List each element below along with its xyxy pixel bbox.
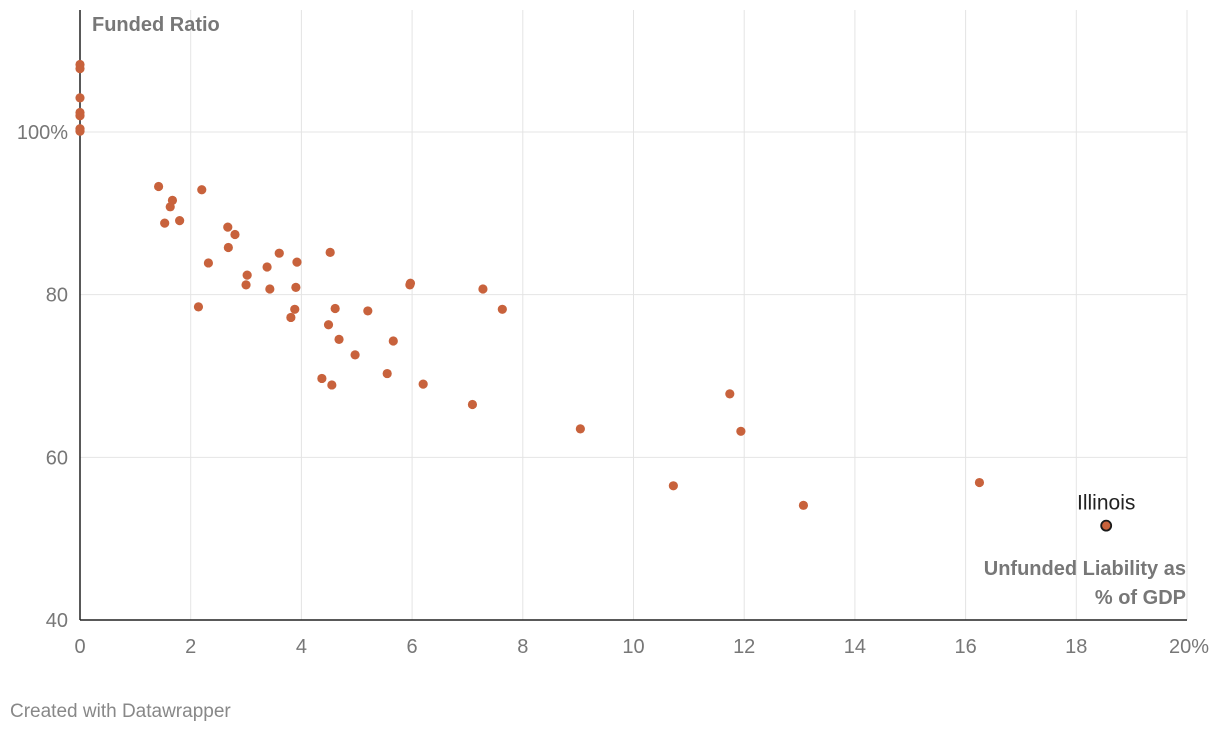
data-point [223,242,233,253]
annotations: Funded Ratio Unfunded Liability as % of GD… [92,14,1186,609]
x-tick-label: 14 [844,636,866,658]
data-point [478,284,488,294]
data-point [736,426,746,436]
x-tick-label: 2 [185,636,196,658]
data-point [165,202,175,212]
data-point [230,229,240,240]
data-points [75,59,1113,532]
x-tick-label: 12 [733,636,755,658]
data-point [317,373,327,384]
x-tick-label: 0 [74,636,85,658]
data-point [160,218,170,228]
data-point [497,304,507,314]
data-point-highlight [1100,519,1113,532]
data-point [467,399,478,410]
data-point [418,379,428,389]
y-tick-label: 60 [46,447,68,469]
x-tick-label: 18 [1065,636,1087,658]
grid [80,10,1188,620]
data-point [223,222,233,232]
data-point [325,247,335,257]
x-axis-title: % of GDP [1095,587,1186,609]
data-point [330,303,340,314]
data-point [265,284,275,294]
point-label: Illinois [1077,492,1135,515]
data-point [327,380,337,390]
x-tick-label: 8 [517,636,528,658]
y-tick-label: 80 [46,285,68,307]
data-point [363,306,373,316]
data-point [262,262,272,272]
y-tick-label: 40 [46,610,68,632]
x-tick-label: 20% [1169,636,1209,658]
data-point [725,389,735,399]
data-point [274,248,284,258]
data-point [75,63,85,74]
data-point [292,257,302,267]
data-point [974,477,985,488]
data-point [75,93,85,103]
data-point [290,304,300,314]
data-point [286,312,296,323]
data-point [323,320,334,330]
data-point [197,185,207,195]
y-axis-title: Funded Ratio [92,14,220,36]
data-point [291,282,301,292]
data-point [75,111,85,121]
data-point [382,368,392,379]
data-point [798,500,809,510]
data-point [334,334,344,344]
data-point [175,216,185,226]
x-tick-label: 10 [622,636,644,658]
y-tick-label: 100% [17,122,68,144]
x-tick-label: 6 [407,636,418,658]
data-point [75,126,85,136]
tick-labels: 0 2 4 6 8 10 12 14 16 18 20% 40 60 80 100% [17,122,1209,658]
credit-text: Created with Datawrapper [10,701,231,722]
data-point [405,278,416,288]
data-point [388,336,398,346]
x-tick-label: 4 [296,636,307,658]
data-point [668,481,678,491]
data-point [153,181,164,192]
data-point [241,280,251,290]
x-tick-label: 16 [954,636,976,658]
data-point [203,258,214,268]
data-point [575,424,585,434]
data-point [193,302,204,312]
data-point [350,350,360,360]
data-point [242,270,252,280]
x-axis-title: Unfunded Liability as [984,558,1186,580]
